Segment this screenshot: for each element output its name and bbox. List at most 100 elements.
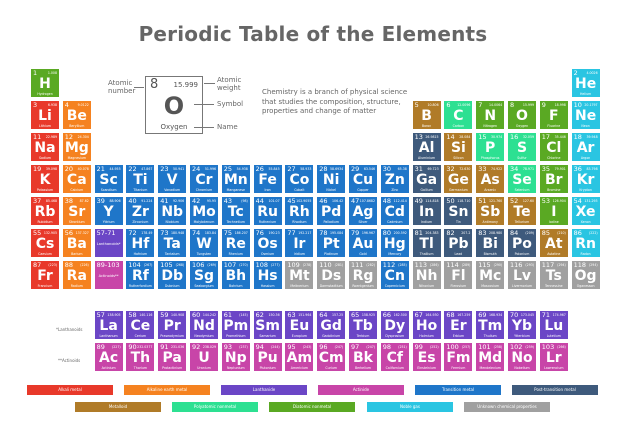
element-nihonium[interactable]: 113 (286) Nh Nihonium [412,261,441,289]
element-carbon[interactable]: 6 12.0096 C Carbon [444,101,473,129]
element-roentgenium[interactable]: 111 (282) Rg Roentgenium [349,261,377,289]
element-cerium[interactable]: 58 140.116 Ce Cerium [126,311,155,339]
element-gadolinium[interactable]: 64 157.25 Gd Gadolinium [317,311,346,339]
element-tellurium[interactable]: 52 127.60 Te Tellurium [508,197,536,225]
element-helium[interactable]: 2 4.0026 He Helium [571,69,600,97]
element-bismuth[interactable]: 83 208.980 Bi Bismuth [476,229,505,257]
element-gold[interactable]: 79 196.967 Au Gold [349,229,377,257]
element-rhenium[interactable]: 75 186.207 Re Rhenium [221,229,250,257]
element-astatine[interactable]: 85 (210) At Astatine [539,229,568,257]
element-krypton[interactable]: 36 83.798 Kr Krypton [571,165,600,193]
element-plutonium[interactable]: 94 (244) Pu Plutonium [253,343,282,371]
element-hassium[interactable]: 108 (277) Hs Hassium [253,261,282,289]
element-tennessine[interactable]: 117 (294) Ts Tennessine [539,261,568,289]
element-iodine[interactable]: 53 126.904 I Iodine [539,197,568,225]
element-lawrencium[interactable]: 103 (266) Lr Lawrencium [539,343,568,371]
element-copper[interactable]: 29 63.546 Cu Copper [349,165,377,193]
element-dysprosium[interactable]: 66 162.500 Dy Dysprosium [380,311,409,339]
element-mercury[interactable]: 80 200.592 Hg Mercury [380,229,409,257]
element-berkelium[interactable]: 97 (247) Bk Berkelium [349,343,377,371]
element-lead[interactable]: 82 207.2 Pb Lead [444,229,473,257]
element-oganesson[interactable]: 118 (294) Og Oganesson [571,261,600,289]
element-meitnerium[interactable]: 109 (278) Mt Meitnerium [285,261,314,289]
element-bohrium[interactable]: 107 (270) Bh Bohrium [221,261,250,289]
element-californium[interactable]: 98 (251) Cf Californium [380,343,409,371]
element-curium[interactable]: 96 (247) Cm Curium [317,343,346,371]
element-silver[interactable]: 47 107.8682 Ag Silver [349,197,377,225]
element-flerovium[interactable]: 114 (289) Fl Flerovium [444,261,473,289]
element-rhodium[interactable]: 45 102.9055 Rh Rhodium [285,197,314,225]
element-moscovium[interactable]: 115 (290) Mc Moscovium [476,261,505,289]
element-zirconium[interactable]: 40 91.224 Zr Zirconium [126,197,155,225]
element-phosphorus[interactable]: 15 30.974 P Phosphorus [476,133,505,161]
element-chlorine[interactable]: 17 35.446 Cl Chlorine [539,133,568,161]
element-fermium[interactable]: 100 (257) Fm Fermium [444,343,473,371]
element-cadmium[interactable]: 48 112.414 Cd Cadmium [380,197,409,225]
element-neon[interactable]: 10 20.1797 Ne Neon [571,101,600,129]
element-terbium[interactable]: 65 158.925 Tb Terbium [349,311,377,339]
element-iridium[interactable]: 77 192.217 Ir Iridium [285,229,314,257]
element-manganese[interactable]: 25 54.938 Mn Manganese [221,165,250,193]
element-nitrogen[interactable]: 7 14.0064 N Nitrogen [476,101,505,129]
element-seaborgium[interactable]: 106 (269) Sg Seaborgium [190,261,218,289]
element-thorium[interactable]: 90 232.0377 Th Thorium [126,343,155,371]
element-cobalt[interactable]: 27 58.933 Co Cobalt [285,165,314,193]
element-dubnium[interactable]: 105 (268) Db Dubnium [158,261,187,289]
element-praseodymium[interactable]: 59 140.908 Pr Praseodymium [158,311,187,339]
element-lithium[interactable]: 3 6.938 Li Lithium [31,101,59,129]
element-barium[interactable]: 56 137.327 Ba Barium [62,229,91,257]
element-tin[interactable]: 50 118.710 Sn Tin [444,197,473,225]
element-nobelium[interactable]: 102 (259) No Nobelium [508,343,536,371]
element-technetium[interactable]: 43 (98) Tc Technetium [221,197,250,225]
element-americium[interactable]: 95 (243) Am Americium [285,343,314,371]
element-polonium[interactable]: 84 (209) Po Polonium [508,229,536,257]
element-rutherfordium[interactable]: 104 (267) Rf Rutherfordium [126,261,155,289]
element-arsenic[interactable]: 33 74.922 As Arsenic [476,165,505,193]
element-bromine[interactable]: 35 79.901 Br Bromine [539,165,568,193]
element-xenon[interactable]: 54 131.293 Xe Xenon [571,197,600,225]
element-sodium[interactable]: 11 22.989 Na Sodium [31,133,59,161]
element-indium[interactable]: 49 114.818 In Indium [412,197,441,225]
element-livermorium[interactable]: 116 (293) Lv Livermorium [508,261,536,289]
element-samarium[interactable]: 62 150.36 Sm Samarium [253,311,282,339]
element-neptunium[interactable]: 93 (237) Np Neptunium [221,343,250,371]
element-thallium[interactable]: 81 204.383 Tl Thallium [412,229,441,257]
element-tantalum[interactable]: 73 180.948 Ta Tantalum [158,229,187,257]
element-hafnium[interactable]: 72 178.49 Hf Hafnium [126,229,155,257]
element-lanthanum[interactable]: 57 138.905 La Lanthanum [94,311,123,339]
element-ruthenium[interactable]: 44 101.07 Ru Ruthenium [253,197,282,225]
element-osmium[interactable]: 76 190.23 Os Osmium [253,229,282,257]
element-palladium[interactable]: 46 106.42 Pd Palladium [317,197,346,225]
element-einsteinium[interactable]: 99 (252) Es Einsteinium [412,343,441,371]
element-lutetium[interactable]: 71 174.967 Lu Lutetium [539,311,568,339]
element-caesium[interactable]: 55 132.905 Cs Caesium [31,229,59,257]
element-radium[interactable]: 88 (226) Ra Radium [62,261,91,289]
element-boron[interactable]: 5 10.806 B Boron [412,101,441,129]
element-nickel[interactable]: 28 58.6934 Ni Nickel [317,165,346,193]
element-beryllium[interactable]: 4 9.0122 Be Beryllium [62,101,91,129]
element-scandium[interactable]: 21 44.955 Sc Scandium [94,165,123,193]
element-europium[interactable]: 63 151.964 Eu Europium [285,311,314,339]
element-thulium[interactable]: 69 168.934 Tm Thulium [476,311,505,339]
element-ytterbium[interactable]: 70 173.045 Yb Ytterbium [508,311,536,339]
element-chromium[interactable]: 24 51.996 Cr Chromium [190,165,218,193]
element-radon[interactable]: 86 (222) Rn Radon [571,229,600,257]
element-germanium[interactable]: 32 72.630 Ge Germanium [444,165,473,193]
element-calcium[interactable]: 20 40.078 Ca Calcium [62,165,91,193]
element-titanium[interactable]: 22 47.867 Ti Titanium [126,165,155,193]
element-argon[interactable]: 18 39.948 Ar Argon [571,133,600,161]
element-silicon[interactable]: 14 28.084 Si Silicon [444,133,473,161]
element-darmstadtium[interactable]: 110 (281) Ds Darmstadtium [317,261,346,289]
element-gallium[interactable]: 31 69.723 Ga Gallium [412,165,441,193]
element-aluminium[interactable]: 13 26.9815 Al Aluminium [412,133,441,161]
element-antimony[interactable]: 51 121.760 Sb Antimony [476,197,505,225]
element-magnesium[interactable]: 12 24.304 Mg Magnesium [62,133,91,161]
element-selenium[interactable]: 34 78.971 Se Selenium [508,165,536,193]
element-erbium[interactable]: 68 167.259 Er Erbium [444,311,473,339]
element-protactinium[interactable]: 91 231.036 Pa Protactinium [158,343,187,371]
element-zinc[interactable]: 30 65.38 Zn Zinc [380,165,409,193]
element-francium[interactable]: 87 (223) Fr Francium [31,261,59,289]
element-platinum[interactable]: 78 195.084 Pt Platinum [317,229,346,257]
element-copernicium[interactable]: 112 (285) Cn Copernicium [380,261,409,289]
element-neodymium[interactable]: 60 144.242 Nd Neodymium [190,311,218,339]
